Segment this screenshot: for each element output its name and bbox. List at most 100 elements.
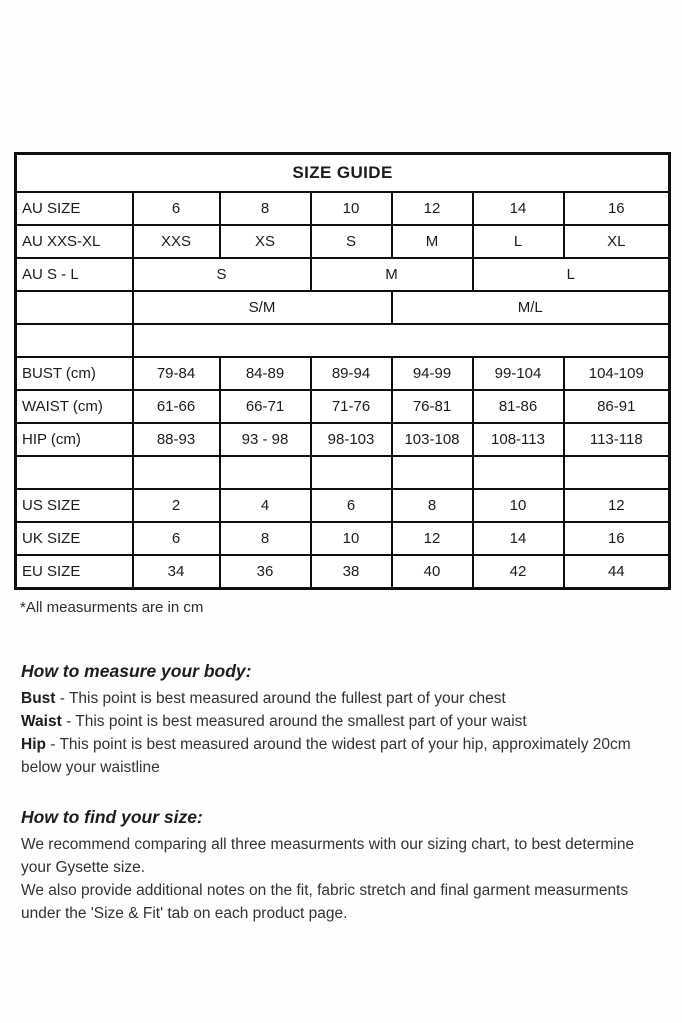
table-cell: 71-76 (309, 389, 393, 424)
table-cell: 10 (309, 521, 393, 556)
table-cell: 98-103 (309, 422, 393, 457)
how-to-measure-section: How to measure your body: Bust - This po… (21, 660, 655, 779)
table-cell: S (309, 224, 393, 259)
size-guide-table: SIZE GUIDE AU SIZE 6 8 10 12 14 16 AU XX… (14, 152, 672, 590)
table-cell: 8 (218, 521, 312, 556)
table-cell: 99-104 (471, 356, 565, 391)
section-heading: How to measure your body: (21, 661, 252, 681)
table-cell: 86-91 (562, 389, 671, 424)
table-cell: L (471, 257, 671, 292)
table-row-bust: BUST (cm) 79-84 84-89 89-94 94-99 99-104… (14, 356, 671, 391)
table-cell: M (309, 257, 474, 292)
table-row-au-s-l: AU S - L S M L (14, 257, 671, 292)
table-row-spacer-cells (14, 455, 671, 490)
table-cell: 12 (390, 521, 474, 556)
measure-text: - This point is best measured around the… (61, 713, 527, 730)
how-to-find-size-section: How to find your size: We recommend comp… (21, 806, 655, 925)
table-cell: 61-66 (131, 389, 221, 424)
table-cell-empty (390, 455, 474, 490)
table-cell: 103-108 (390, 422, 474, 457)
table-cell: 14 (471, 521, 565, 556)
table-cell: 84-89 (218, 356, 312, 391)
row-label: EU SIZE (14, 554, 134, 590)
measurements-footnote: *All measurments are in cm (20, 599, 204, 616)
measure-term: Bust (21, 690, 56, 707)
table-cell: 104-109 (562, 356, 671, 391)
table-cell: 81-86 (471, 389, 565, 424)
table-title: SIZE GUIDE (14, 152, 671, 193)
table-row-uk-size: UK SIZE 6 8 10 12 14 16 (14, 521, 671, 556)
table-row-hip: HIP (cm) 88-93 93 - 98 98-103 103-108 10… (14, 422, 671, 457)
row-label: HIP (cm) (14, 422, 134, 457)
table-cell: 88-93 (131, 422, 221, 457)
row-label: BUST (cm) (14, 356, 134, 391)
table-cell-empty (131, 323, 671, 358)
table-cell: S/M (131, 290, 393, 325)
table-cell: 4 (218, 488, 312, 523)
table-cell: 16 (562, 191, 671, 226)
table-cell: 12 (390, 191, 474, 226)
row-label: US SIZE (14, 488, 134, 523)
table-cell-empty (562, 455, 671, 490)
table-cell: XS (218, 224, 312, 259)
table-cell: 14 (471, 191, 565, 226)
table-cell: 12 (562, 488, 671, 523)
table-cell-empty (471, 455, 565, 490)
table-cell: 8 (390, 488, 474, 523)
table-cell: 94-99 (390, 356, 474, 391)
table-cell: 6 (131, 191, 221, 226)
measure-text: - This point is best measured around the… (55, 690, 506, 707)
section-heading: How to find your size: (21, 807, 203, 827)
table-cell: 44 (562, 554, 671, 590)
table-cell: XXS (131, 224, 221, 259)
row-label: AU XXS-XL (14, 224, 134, 259)
measure-term: Hip (21, 736, 46, 753)
table-cell: 79-84 (131, 356, 221, 391)
table-cell: XL (562, 224, 671, 259)
row-label-empty (14, 323, 134, 358)
table-row-combo: S/M M/L (14, 290, 671, 325)
row-label: WAIST (cm) (14, 389, 134, 424)
table-cell: 40 (390, 554, 474, 590)
table-cell: 38 (309, 554, 393, 590)
table-cell: 10 (309, 191, 393, 226)
table-title-row: SIZE GUIDE (14, 152, 671, 193)
table-row-us-size: US SIZE 2 4 6 8 10 12 (14, 488, 671, 523)
table-cell: 89-94 (309, 356, 393, 391)
measure-item-waist: Waist - This point is best measured arou… (21, 710, 655, 733)
table-cell: 16 (562, 521, 671, 556)
table-cell: M (390, 224, 474, 259)
table-row-eu-size: EU SIZE 34 36 38 40 42 44 (14, 554, 671, 590)
table-cell: 93 - 98 (218, 422, 312, 457)
table-cell: 76-81 (390, 389, 474, 424)
table-cell: 6 (131, 521, 221, 556)
table-row-au-xxs-xl: AU XXS-XL XXS XS S M L XL (14, 224, 671, 259)
find-size-paragraph: We also provide additional notes on the … (21, 882, 629, 922)
table-cell: 113-118 (562, 422, 671, 457)
measure-term: Waist (21, 713, 62, 730)
table-cell: L (471, 224, 565, 259)
table-cell-empty (309, 455, 393, 490)
table-cell: 34 (131, 554, 221, 590)
table-cell-empty (218, 455, 312, 490)
measure-item-bust: Bust - This point is best measured aroun… (21, 687, 655, 710)
row-label: UK SIZE (14, 521, 134, 556)
row-label-empty (14, 455, 134, 490)
find-size-paragraph: We recommend comparing all three measurm… (21, 836, 635, 876)
table-cell: 2 (131, 488, 221, 523)
table-row-au-size: AU SIZE 6 8 10 12 14 16 (14, 191, 671, 226)
table-cell: 36 (218, 554, 312, 590)
table-row-waist: WAIST (cm) 61-66 66-71 71-76 76-81 81-86… (14, 389, 671, 424)
table-cell: 8 (218, 191, 312, 226)
row-label: AU SIZE (14, 191, 134, 226)
table-cell: 6 (309, 488, 393, 523)
measure-text: - This point is best measured around the… (21, 736, 631, 776)
row-label-empty (14, 290, 134, 325)
measure-item-hip: Hip - This point is best measured around… (21, 733, 655, 779)
table-cell: 10 (471, 488, 565, 523)
table-row-spacer-merged (14, 323, 671, 358)
row-label: AU S - L (14, 257, 134, 292)
table-cell-empty (131, 455, 221, 490)
table-cell: M/L (390, 290, 671, 325)
